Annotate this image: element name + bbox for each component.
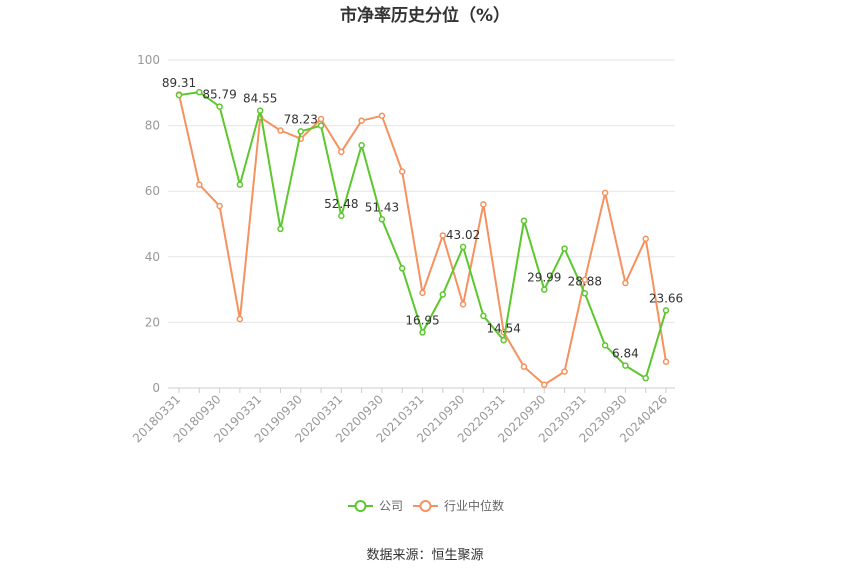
source-note: 数据来源：恒生聚源 [366,548,483,563]
series-1-point [622,279,629,287]
series-0-point [378,216,386,223]
series-0-point [338,212,345,220]
series-1-point [216,202,223,210]
series-1-point [541,381,548,388]
data-labels: 89.31 85.79 84.55 78.23 52.48 51.43 16.95 43.02… [162,76,683,361]
series-0-point [439,291,447,298]
series-0-point [459,243,467,251]
data-label: 78.23 [284,112,318,126]
x-axis: 2018033120180930201903312019093020200331… [130,387,675,445]
series-0-point [561,245,568,252]
data-label: 52.48 [324,197,358,211]
y-tick-label: 40 [145,250,160,264]
y-tick-label: 20 [145,315,160,329]
series-1-point [338,148,345,156]
y-tick-label: 0 [152,381,160,395]
series-1-point [642,235,649,243]
series-1-point [439,232,447,239]
legend-item-company[interactable]: 公司 [348,499,403,513]
data-label: 14.54 [486,321,520,335]
data-label: 43.02 [446,228,480,242]
legend-company-label: 公司 [379,499,403,513]
series-0-point [236,181,244,188]
series-0-point [358,142,365,149]
series-0-point [297,128,304,135]
series-0-point [520,217,528,224]
series-1-point [662,358,670,366]
legend-company-marker [354,500,367,512]
data-label: 51.43 [365,200,399,214]
data-label: 28.88 [568,274,602,288]
chart-title: 市净率历史分位（%） [340,5,510,26]
y-tick-label: 100 [137,53,160,67]
series-0-point [500,337,507,344]
series-1-point [398,168,406,175]
series-1-point [520,363,528,370]
data-label: 85.79 [202,88,236,102]
legend-industry-marker [419,500,432,512]
y-axis: 0 20 40 60 80 100 [137,53,160,395]
y-tick-label: 60 [145,184,160,198]
series-1-point [459,301,467,308]
series-0-point [196,88,203,96]
legend-industry-label: 行业中位数 [444,498,504,513]
series-0-point [277,225,284,233]
series-0-point [317,122,325,129]
series-0-point [419,329,426,336]
series-1-point [378,112,386,120]
series-0-point [175,91,183,99]
series-0-point [581,290,589,297]
series-1-point [317,115,325,123]
legend[interactable]: 公司 行业中位数 [348,498,504,513]
y-tick-label: 80 [145,119,160,133]
data-label: 29.99 [527,271,561,285]
series-0-point [662,307,670,314]
legend-item-industry[interactable]: 行业中位数 [413,498,504,513]
series-0-point [398,265,406,272]
data-label: 16.95 [405,313,439,327]
series-1-point [480,201,487,208]
series-1-point [196,181,203,188]
series-1-point [601,189,609,197]
series-1-point [358,117,365,124]
data-label: 84.55 [243,92,277,106]
series-0-point [642,374,649,382]
series-0-point [256,107,264,114]
series-0-point [622,362,629,369]
series-1-point [277,127,284,134]
series-layer [175,88,670,388]
data-label: 23.66 [649,291,683,305]
data-label: 89.31 [162,76,196,90]
series-0-point [541,286,548,293]
series-1-point [561,368,568,375]
data-label: 6.84 [612,347,639,361]
series-0-point [216,103,223,110]
series-1-point [419,289,426,297]
series-0-point [601,342,609,349]
series-1-point [581,276,589,284]
series-0-point [480,312,487,320]
series-1-point [236,315,244,323]
